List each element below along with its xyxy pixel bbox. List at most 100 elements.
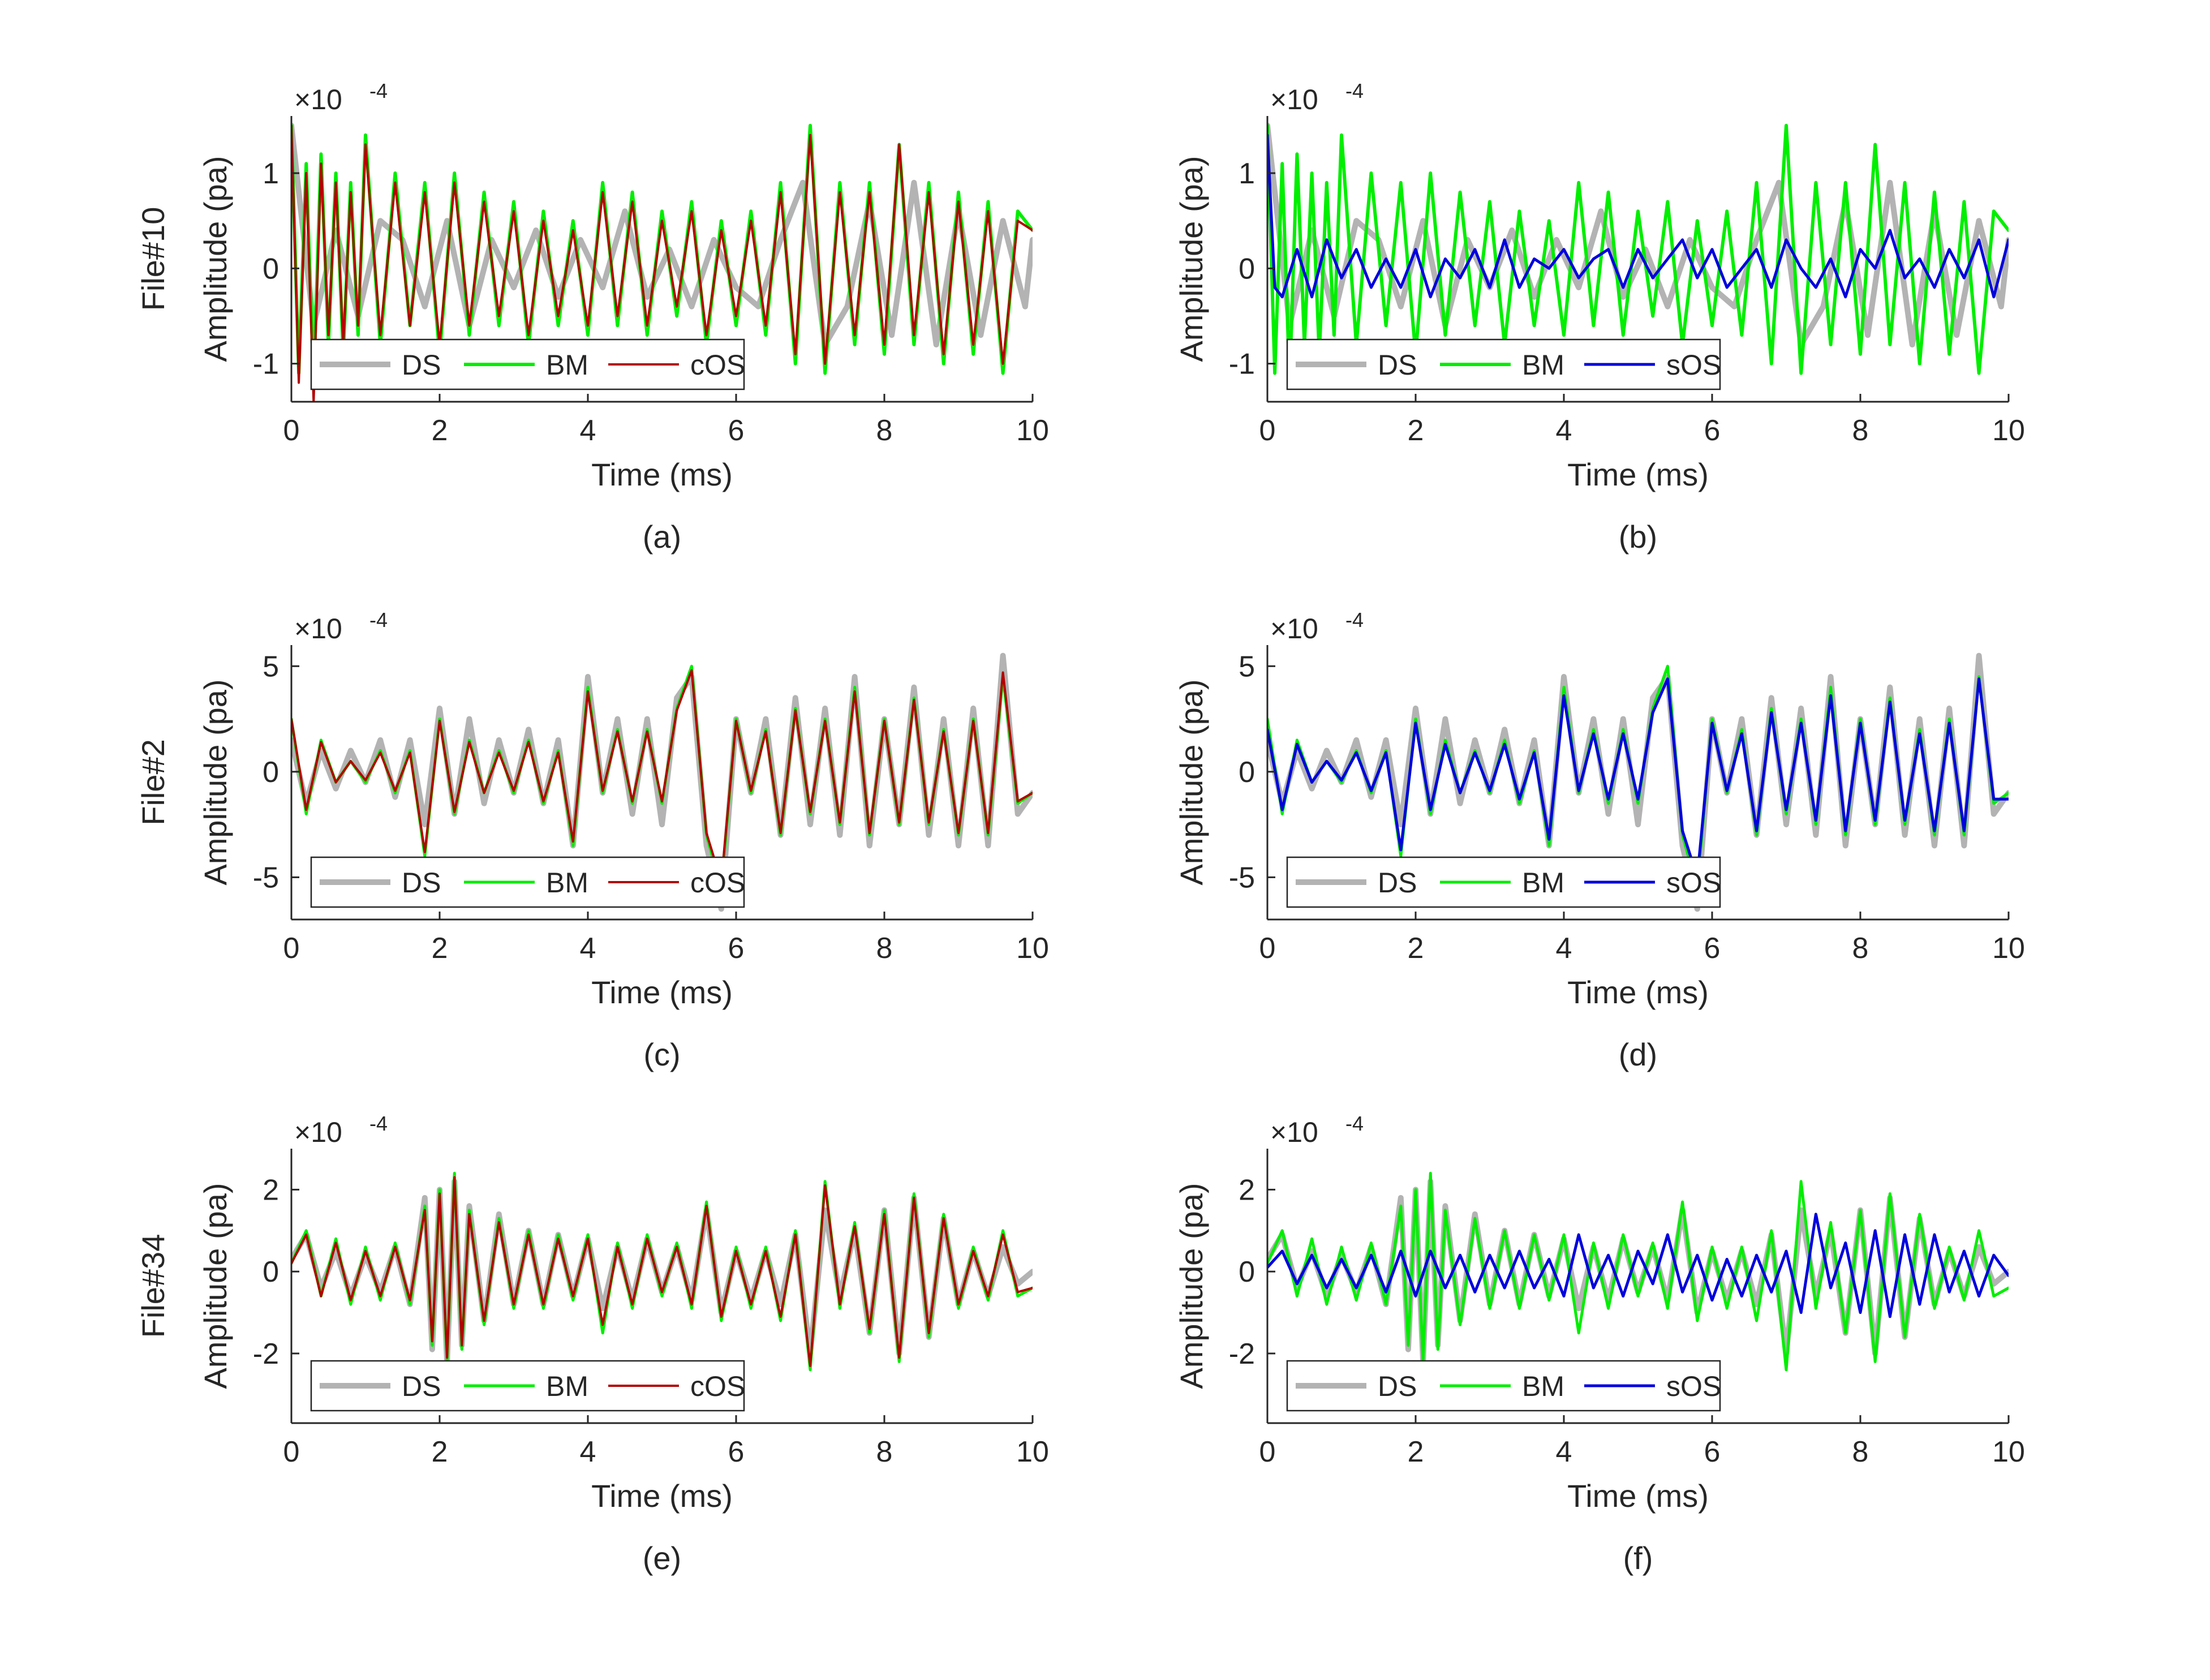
x-axis-label: Time (ms) [1567, 974, 1709, 1010]
y-tick-label: 5 [263, 650, 279, 683]
x-tick-label: 4 [1556, 932, 1572, 965]
y-tick-label: 2 [263, 1174, 279, 1206]
x-tick-label: 6 [728, 932, 745, 965]
legend-label-ds: DS [402, 349, 441, 381]
series-group [1267, 1171, 2009, 1372]
legend-label-bm: BM [1522, 349, 1564, 381]
x-tick-label: 4 [580, 414, 596, 447]
x-tick-label: 8 [1852, 1436, 1869, 1468]
y-axis-label: Amplitude (pa) [1173, 1183, 1209, 1389]
y-tick-label: 0 [263, 756, 279, 789]
series-line-cos [291, 124, 1033, 402]
x-tick-label: 8 [876, 932, 893, 965]
y-tick-label: 0 [1239, 756, 1255, 789]
y-tick-label: 5 [1239, 650, 1255, 683]
y-exponent-power: -4 [1345, 1112, 1364, 1135]
legend-label-bm: BM [1522, 1370, 1564, 1402]
panel-e: 0 2 4 6 8 10 -2 0 2 ×10 -4 Time (ms) Amplitude (pa) F… [135, 1112, 1049, 1576]
x-tick-label: 4 [580, 932, 596, 965]
panel-caption: (c) [643, 1037, 680, 1072]
y-exponent-power: -4 [369, 608, 388, 631]
x-tick-label: 10 [1016, 932, 1049, 965]
y-tick-label: -1 [253, 348, 279, 381]
y-exponent-power: -4 [369, 79, 388, 102]
legend-label-sos: sOS [1666, 1370, 1721, 1402]
x-axis-label: Time (ms) [1567, 1478, 1709, 1514]
y-tick-label: 1 [1239, 157, 1255, 190]
legend-label-bm: BM [1522, 867, 1564, 899]
x-tick-label: 0 [1259, 932, 1276, 965]
legend: DS BM sOS [1286, 856, 1721, 908]
file-label: File#10 [135, 207, 171, 311]
x-tick-label: 8 [876, 414, 893, 447]
y-exponent-power: -4 [1345, 608, 1364, 631]
y-axis-label: Amplitude (pa) [197, 679, 233, 885]
series-group [1267, 652, 2009, 912]
legend-label-cos: cOS [690, 867, 745, 899]
series-group [291, 122, 1033, 402]
x-tick-label: 10 [1992, 1436, 2025, 1468]
panel-caption: (b) [1619, 519, 1657, 555]
x-tick-label: 10 [1016, 1436, 1049, 1468]
panel-caption: (d) [1619, 1037, 1657, 1072]
series-group [1267, 122, 2009, 385]
y-exponent-power: -4 [1345, 79, 1364, 102]
series-line-ds [291, 122, 1033, 347]
y-exponent-base: ×10 [1270, 613, 1318, 644]
x-tick-label: 0 [1259, 414, 1276, 447]
x-tick-label: 2 [1408, 414, 1424, 447]
legend: DS BM cOS [310, 856, 745, 908]
panel-c: 0 2 4 6 8 10 -5 0 5 ×10 -4 Time (ms) Amplitude (pa) F… [135, 608, 1049, 1072]
x-tick-label: 10 [1992, 414, 2025, 447]
series-line-sos [1267, 677, 2009, 879]
legend-label-sos: sOS [1666, 867, 1721, 899]
legend-label-bm: BM [546, 349, 588, 381]
legend-label-ds: DS [1378, 1370, 1417, 1402]
y-exponent-power: -4 [369, 1112, 388, 1135]
legend-label-bm: BM [546, 1370, 588, 1402]
x-tick-label: 8 [1852, 932, 1869, 965]
x-axis-label: Time (ms) [591, 1478, 733, 1514]
x-tick-label: 4 [1556, 414, 1572, 447]
legend-label-ds: DS [402, 1370, 441, 1402]
legend-label-cos: cOS [690, 349, 745, 381]
x-tick-label: 6 [728, 1436, 745, 1468]
x-tick-label: 0 [283, 414, 300, 447]
file-label: File#2 [135, 739, 171, 826]
x-tick-label: 2 [432, 1436, 448, 1468]
legend-label-ds: DS [402, 867, 441, 899]
series-line-cos [291, 669, 1033, 883]
x-tick-label: 0 [283, 932, 300, 965]
y-axis-label: Amplitude (pa) [197, 1183, 233, 1389]
x-tick-label: 2 [1408, 1436, 1424, 1468]
y-axis-label: Amplitude (pa) [1173, 156, 1209, 362]
y-axis-label: Amplitude (pa) [1173, 679, 1209, 885]
x-tick-label: 2 [432, 932, 448, 965]
legend: DS BM cOS [310, 338, 745, 390]
legend: DS BM cOS [310, 1360, 745, 1412]
series-line-sos [1267, 134, 2009, 299]
y-exponent-base: ×10 [1270, 1116, 1318, 1148]
legend: DS BM sOS [1286, 1360, 1721, 1412]
x-tick-label: 4 [580, 1436, 596, 1468]
x-tick-label: 2 [1408, 932, 1424, 965]
y-tick-label: -2 [253, 1338, 279, 1370]
panel-caption: (e) [643, 1540, 681, 1576]
x-tick-label: 6 [728, 414, 745, 447]
y-tick-label: -5 [253, 861, 279, 894]
y-tick-label: 2 [1239, 1174, 1255, 1206]
x-tick-label: 10 [1016, 414, 1049, 447]
y-exponent-base: ×10 [1270, 84, 1318, 115]
x-tick-label: 6 [1704, 414, 1721, 447]
panel-d: 0 2 4 6 8 10 -5 0 5 ×10 -4 Time (ms) Amplitude (pa) D… [1173, 608, 2025, 1072]
x-tick-label: 10 [1992, 932, 2025, 965]
y-tick-label: -2 [1229, 1338, 1255, 1370]
y-axis-label: Amplitude (pa) [197, 156, 233, 362]
y-tick-label: 0 [1239, 1256, 1255, 1288]
x-axis-label: Time (ms) [1567, 457, 1709, 492]
series-line-cos [291, 1176, 1033, 1367]
